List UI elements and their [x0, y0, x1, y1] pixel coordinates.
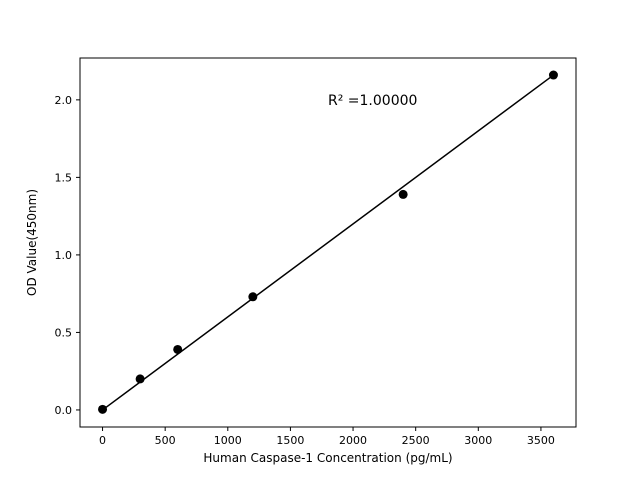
y-tick-label: 2.0: [55, 94, 73, 107]
data-point: [135, 374, 145, 384]
data-point: [548, 70, 558, 80]
y-axis-label: OD Value(450nm): [25, 189, 39, 296]
x-tick-label: 0: [99, 434, 106, 447]
x-tick-label: 2500: [402, 434, 430, 447]
y-tick-label: 1.5: [55, 171, 73, 184]
y-tick-label: 0.5: [55, 326, 73, 339]
y-tick-label: 0.0: [55, 404, 73, 417]
x-tick-label: 1000: [214, 434, 242, 447]
x-tick-label: 3000: [464, 434, 492, 447]
data-point: [398, 189, 408, 199]
r-squared-annotation: R² =1.00000: [328, 93, 417, 109]
x-axis-label: Human Caspase-1 Concentration (pg/mL): [203, 451, 452, 465]
data-point: [173, 344, 183, 354]
x-tick-label: 3500: [527, 434, 555, 447]
x-tick-label: 1500: [276, 434, 304, 447]
plot-frame: [79, 57, 577, 428]
data-point: [248, 292, 258, 302]
data-point: [98, 404, 108, 414]
fit-line: [102, 74, 554, 411]
y-tick-label: 1.0: [55, 249, 73, 262]
x-tick-label: 500: [155, 434, 176, 447]
x-tick-label: 2000: [339, 434, 367, 447]
